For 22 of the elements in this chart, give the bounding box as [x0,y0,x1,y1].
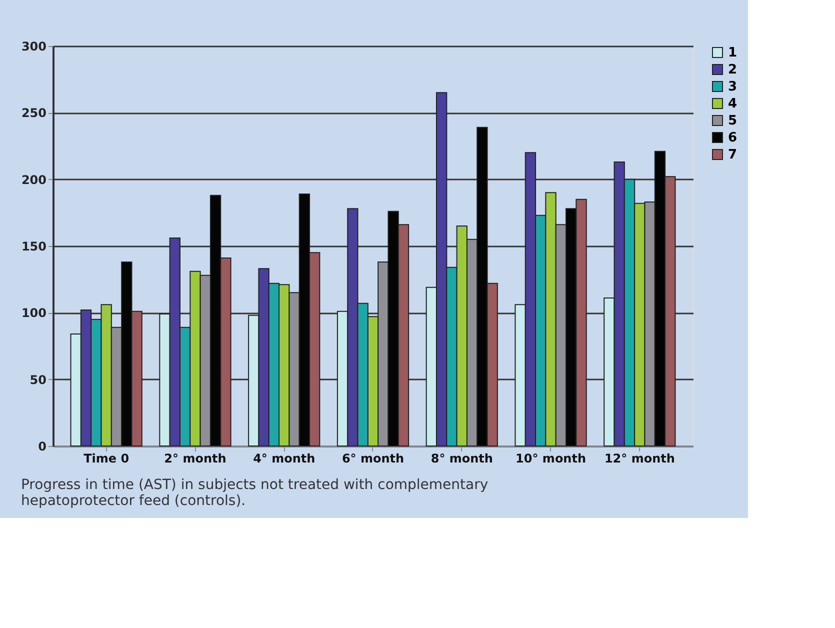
legend-label: 1 [728,46,738,60]
x-tick-label: Time 0 [84,452,130,466]
x-tick-label: 12° month [604,452,675,466]
legend-label: 7 [728,148,738,162]
y-tick-label: 200 [21,172,46,187]
x-tick-label: 8° month [430,452,493,466]
y-tick-label: 150 [21,240,46,254]
x-tick-label: 10° month [516,452,586,466]
x-tick-label: 2° month [164,452,226,466]
x-tick-label: 6° month [342,452,404,466]
legend-label: 2 [728,62,738,78]
legend-label: 4 [728,96,738,112]
legend-label: 6 [728,130,738,146]
text: Progress in time (AST) in subjects not treated with complementary hepatoprotector feed (controls). [20,477,488,509]
legend-label: 5 [728,114,738,128]
y-tick-label: 50 [30,372,46,387]
x-tick-label: 4° month [253,452,316,466]
y-tick-label: 250 [21,106,46,120]
y-tick-label: 0 [38,440,46,454]
y-tick-label: 300 [21,40,46,54]
legend-label: 3 [728,80,738,94]
y-tick-label: 100 [21,306,46,320]
